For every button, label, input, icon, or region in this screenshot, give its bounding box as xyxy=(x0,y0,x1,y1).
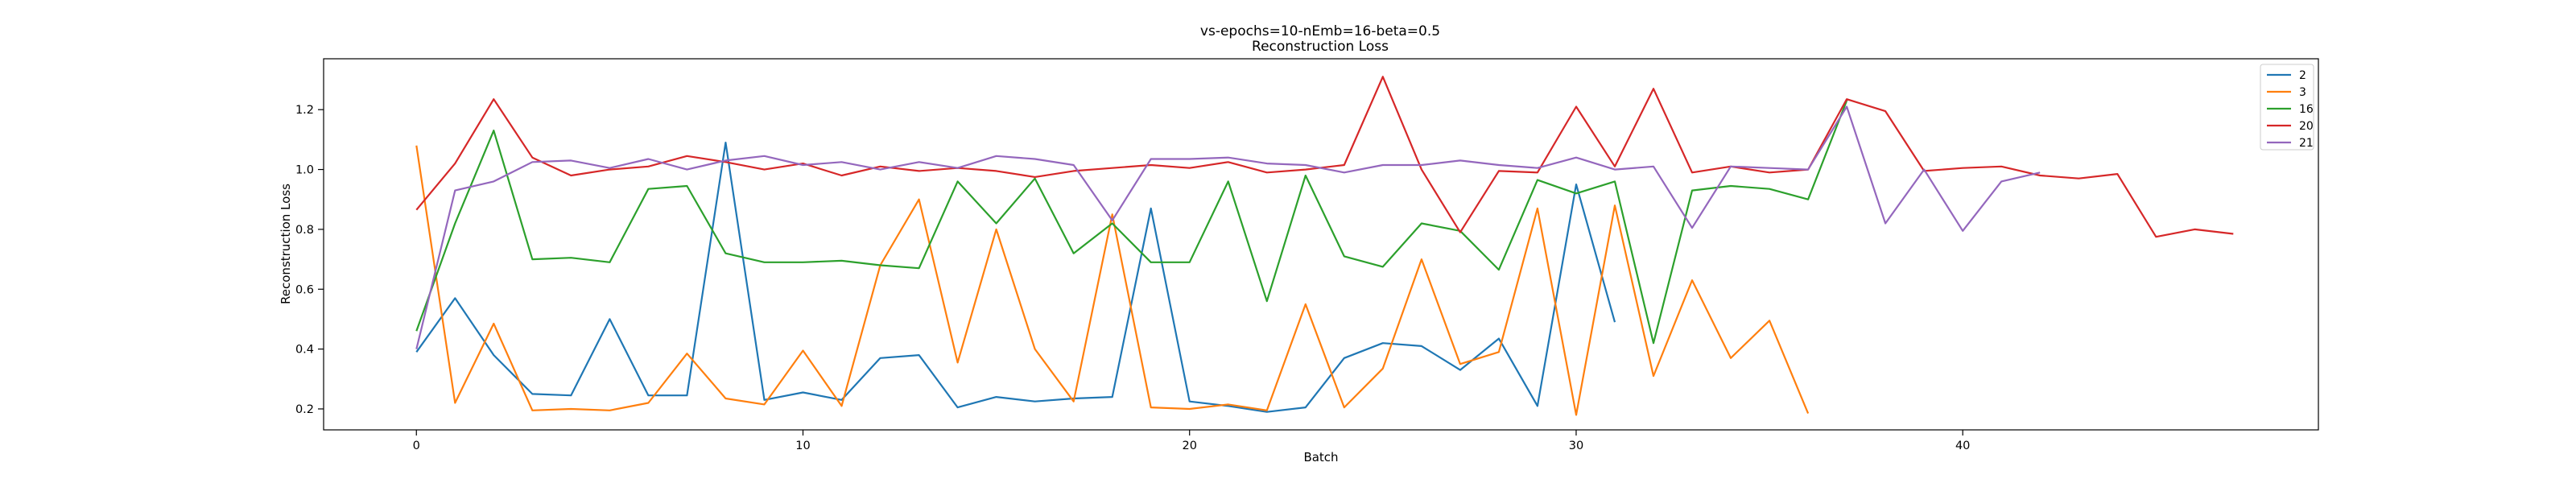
legend-label-20: 20 xyxy=(2299,120,2314,133)
legend-label-3: 3 xyxy=(2299,86,2306,99)
y-tick-label: 0.4 xyxy=(295,344,314,357)
x-tick-label: 30 xyxy=(1569,440,1583,452)
series-line-16 xyxy=(415,100,1848,345)
axis-ticks: 0 10 20 30 40 0.2 0.4 0.6 0.8 1.0 1.2 xyxy=(295,104,1970,452)
y-tick-label: 0.6 xyxy=(295,283,314,296)
legend-box xyxy=(2260,64,2314,151)
y-tick-label: 1.2 xyxy=(295,104,314,117)
legend-label-16: 16 xyxy=(2299,103,2314,116)
legend-label-2: 2 xyxy=(2299,69,2306,82)
x-tick-label: 0 xyxy=(413,440,420,452)
plot-lines xyxy=(415,76,2234,416)
x-tick-label: 20 xyxy=(1182,440,1196,452)
legend: 2 3 16 20 21 xyxy=(2260,64,2314,151)
y-tick-label: 1.0 xyxy=(295,164,314,177)
y-tick-label: 0.2 xyxy=(295,403,314,416)
y-axis-label: Reconstruction Loss xyxy=(279,184,293,304)
plot-frame xyxy=(323,58,2319,431)
series-line-20 xyxy=(415,76,2234,238)
chart-subtitle: Reconstruction Loss xyxy=(1252,39,1389,55)
y-tick-label: 0.8 xyxy=(295,224,314,237)
x-axis-label: Batch xyxy=(1303,450,1338,464)
legend-label-21: 21 xyxy=(2299,137,2314,150)
x-tick-label: 10 xyxy=(795,440,810,452)
series-line-21 xyxy=(415,105,2041,349)
series-line-3 xyxy=(415,145,1810,416)
x-tick-label: 40 xyxy=(1955,440,1970,452)
chart-title: vs-epochs=10-nEmb=16-beta=0.5 xyxy=(1200,23,1440,39)
series-line-2 xyxy=(415,142,1616,413)
